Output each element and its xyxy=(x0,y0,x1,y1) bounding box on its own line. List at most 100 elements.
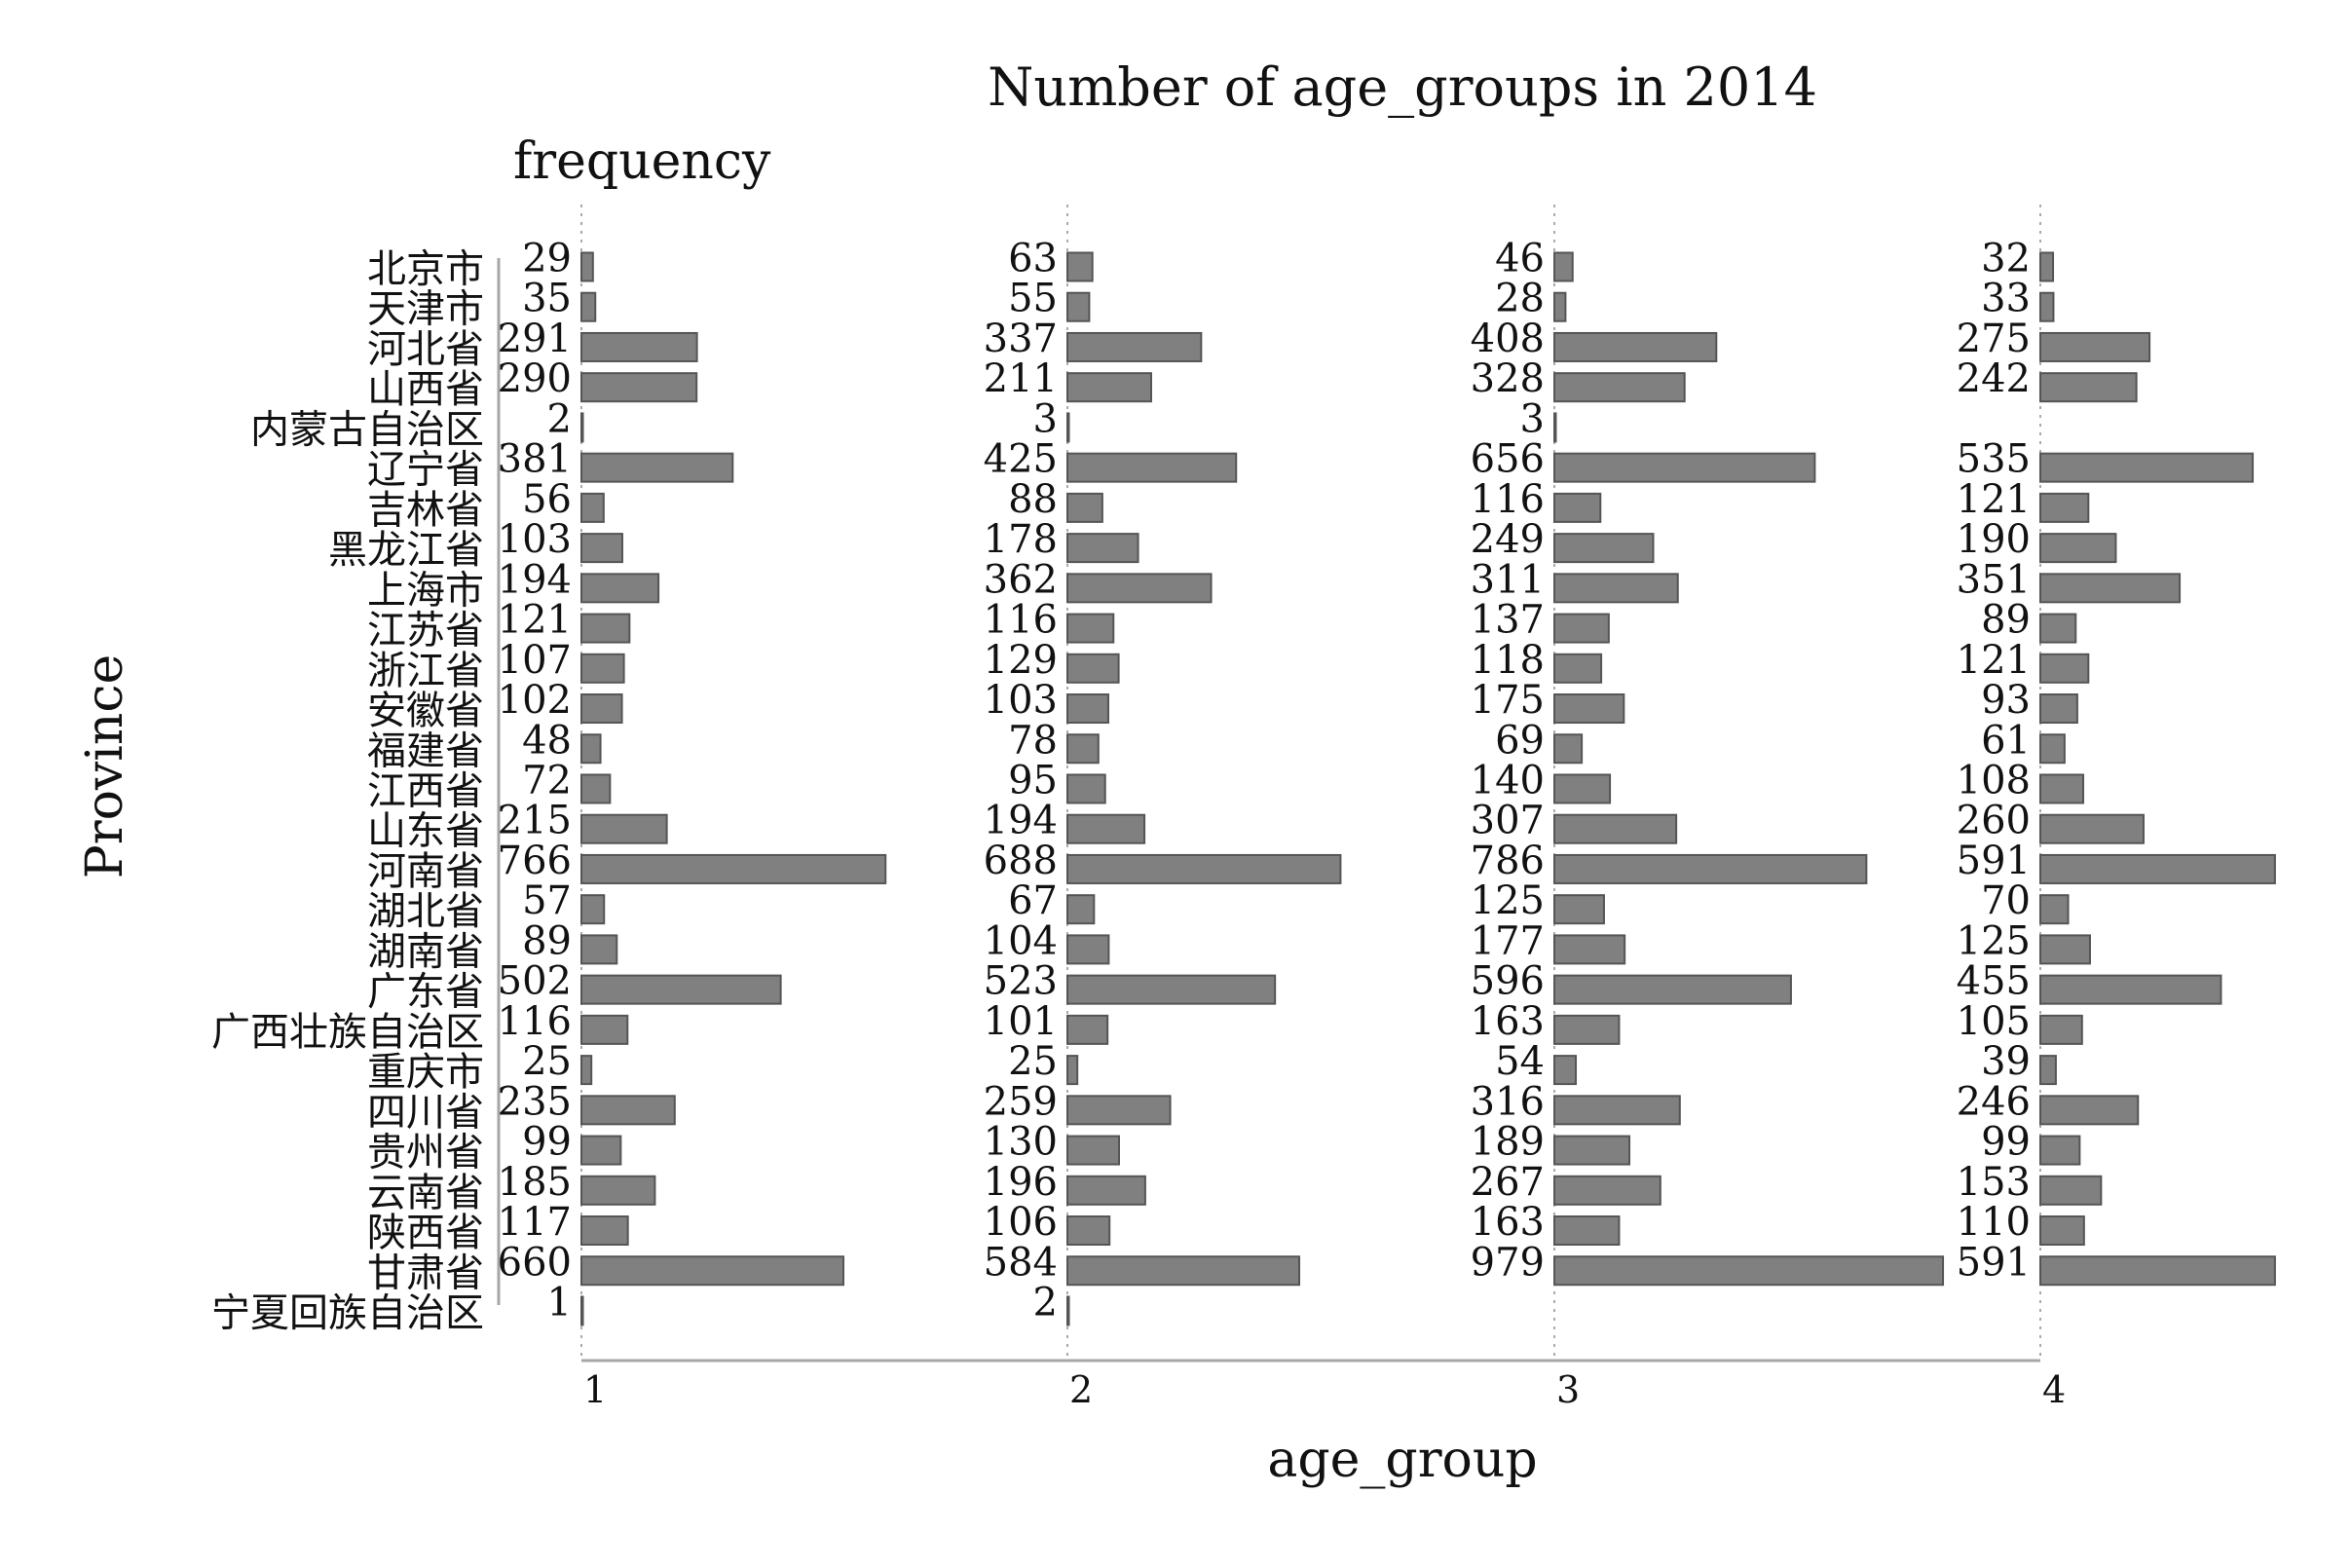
bar xyxy=(1553,1255,1945,1287)
bar xyxy=(1553,533,1655,564)
data-label: 61 xyxy=(1981,718,2031,763)
bar xyxy=(1066,853,1342,884)
bar xyxy=(580,853,887,884)
province-label: 辽宁省 xyxy=(367,448,484,493)
data-label: 328 xyxy=(1471,356,1545,401)
bar xyxy=(580,813,668,844)
bar xyxy=(1553,773,1612,804)
chart-title: Number of age_groups in 2014 xyxy=(988,56,1817,118)
data-label: 177 xyxy=(1471,918,1545,963)
data-label: 69 xyxy=(1495,718,1545,763)
province-label: 北京市 xyxy=(367,247,484,292)
data-label: 215 xyxy=(498,799,572,843)
data-label: 275 xyxy=(1957,317,2031,361)
bar xyxy=(1066,412,1070,443)
bar xyxy=(1066,1014,1109,1045)
data-label: 175 xyxy=(1471,678,1545,723)
bar xyxy=(1553,894,1605,925)
bar xyxy=(1553,573,1679,604)
bar xyxy=(2039,1255,2276,1287)
data-label: 408 xyxy=(1471,317,1545,361)
data-label: 70 xyxy=(1981,878,2031,923)
bar xyxy=(580,1255,845,1287)
bar xyxy=(1066,1215,1111,1247)
bar xyxy=(1066,291,1091,322)
facet-tick-label: 2 xyxy=(1069,1368,1093,1411)
y-axis-title: Province xyxy=(76,654,134,879)
data-label: 33 xyxy=(1981,277,2031,321)
bar xyxy=(1553,372,1686,403)
data-label: 2 xyxy=(547,396,572,441)
bar xyxy=(1553,653,1603,684)
bar xyxy=(2039,773,2085,804)
data-label: 1 xyxy=(547,1280,572,1325)
bar xyxy=(2039,573,2182,604)
data-label: 311 xyxy=(1471,557,1545,602)
data-label: 316 xyxy=(1471,1079,1545,1124)
data-label: 39 xyxy=(1981,1039,2031,1084)
bar xyxy=(2039,291,2055,322)
province-label: 安徽省 xyxy=(367,689,484,733)
data-label: 246 xyxy=(1957,1079,2031,1124)
data-label: 351 xyxy=(1957,557,2031,602)
data-label: 121 xyxy=(1957,477,2031,522)
data-label: 656 xyxy=(1471,437,1545,482)
province-label: 天津市 xyxy=(367,287,484,332)
bar xyxy=(1553,452,1816,483)
data-label: 95 xyxy=(1008,758,1058,803)
data-label: 78 xyxy=(1008,718,1058,763)
data-label: 56 xyxy=(522,477,572,522)
bar xyxy=(2039,894,2070,925)
facet-tick-label: 4 xyxy=(2042,1368,2066,1411)
data-label: 103 xyxy=(498,517,572,562)
data-label: 102 xyxy=(498,678,572,723)
bar xyxy=(1066,251,1094,282)
bar xyxy=(580,1135,622,1166)
bar xyxy=(580,412,584,443)
data-label: 72 xyxy=(522,758,572,803)
bar xyxy=(1553,291,1567,322)
bar xyxy=(580,452,734,483)
bar xyxy=(580,894,606,925)
province-label: 江苏省 xyxy=(367,609,484,653)
data-label: 28 xyxy=(1495,277,1545,321)
data-label: 249 xyxy=(1471,517,1545,562)
bar xyxy=(2039,853,2276,884)
province-label: 黑龙江省 xyxy=(328,528,484,573)
data-label: 99 xyxy=(522,1120,572,1165)
province-label: 内蒙古自治区 xyxy=(250,407,484,452)
data-label: 118 xyxy=(1471,638,1545,683)
data-label: 116 xyxy=(984,598,1058,643)
data-label: 99 xyxy=(1981,1120,2031,1165)
data-label: 67 xyxy=(1008,878,1058,923)
data-label: 130 xyxy=(984,1120,1058,1165)
bar xyxy=(1066,492,1103,523)
data-label: 108 xyxy=(1957,758,2031,803)
province-label: 湖南省 xyxy=(367,929,484,974)
bar xyxy=(1066,533,1139,564)
bar xyxy=(580,573,660,604)
data-label: 55 xyxy=(1008,277,1058,321)
bar xyxy=(1066,1295,1070,1326)
bar xyxy=(1553,492,1602,523)
data-label: 46 xyxy=(1495,237,1545,281)
facet-tick-label: 1 xyxy=(583,1368,607,1411)
bar xyxy=(2039,1215,2085,1247)
bar xyxy=(1066,372,1153,403)
bar xyxy=(1066,1095,1172,1126)
bar xyxy=(1066,653,1120,684)
data-label: 101 xyxy=(984,999,1058,1044)
bar xyxy=(2039,1014,2083,1045)
data-label: 54 xyxy=(1495,1039,1545,1084)
bar xyxy=(2039,452,2255,483)
bar xyxy=(580,733,602,765)
bar xyxy=(2039,693,2078,725)
data-label: 32 xyxy=(1981,237,2031,281)
bar xyxy=(2039,251,2055,282)
data-label: 105 xyxy=(1957,999,2031,1044)
data-label: 178 xyxy=(984,517,1058,562)
bar xyxy=(580,1295,584,1326)
bar xyxy=(580,372,698,403)
data-label: 194 xyxy=(498,557,572,602)
data-label: 290 xyxy=(498,356,572,401)
